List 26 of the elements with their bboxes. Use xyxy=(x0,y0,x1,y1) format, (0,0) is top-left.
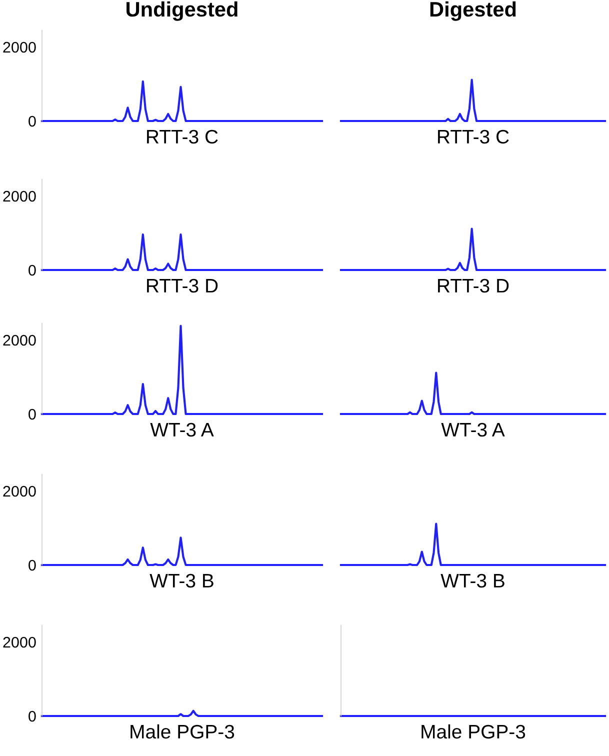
y-tick-label: 2000 xyxy=(3,334,36,346)
y-tick-label: 2000 xyxy=(3,190,36,202)
y-tick-label: 2000 xyxy=(3,486,36,497)
x-axis-title: Male PGP-3 xyxy=(422,724,526,739)
line-series xyxy=(40,324,324,416)
y-tick-label: 0 xyxy=(28,560,36,571)
x-axis-title: WT-3 A xyxy=(441,422,505,437)
x-axis-title: WT-3 B xyxy=(150,574,214,588)
line-series xyxy=(40,536,324,566)
chart-title: Digested xyxy=(430,1,516,21)
x-axis-title: RTT-3 C xyxy=(438,130,509,144)
x-axis-title: Male PGP-3 xyxy=(130,724,234,739)
chart-title: Undigested xyxy=(126,1,238,21)
y-tick-label: 0 xyxy=(28,408,36,420)
x-axis-title: WT-3 A xyxy=(150,422,214,437)
y-tick-label: 0 xyxy=(28,116,36,127)
x-axis-title: RTT-3 D xyxy=(438,278,509,293)
x-axis-title: WT-3 B xyxy=(440,574,504,588)
y-tick-label: 2000 xyxy=(3,42,36,53)
y-tick-label: 0 xyxy=(28,264,36,276)
y-tick-label: 0 xyxy=(28,710,36,722)
y-tick-label: 2000 xyxy=(3,636,36,648)
line-series xyxy=(40,233,324,272)
x-axis-title: RTT-3 D xyxy=(147,278,218,293)
line-series xyxy=(40,80,324,122)
x-axis-title: RTT-3 C xyxy=(147,130,218,144)
